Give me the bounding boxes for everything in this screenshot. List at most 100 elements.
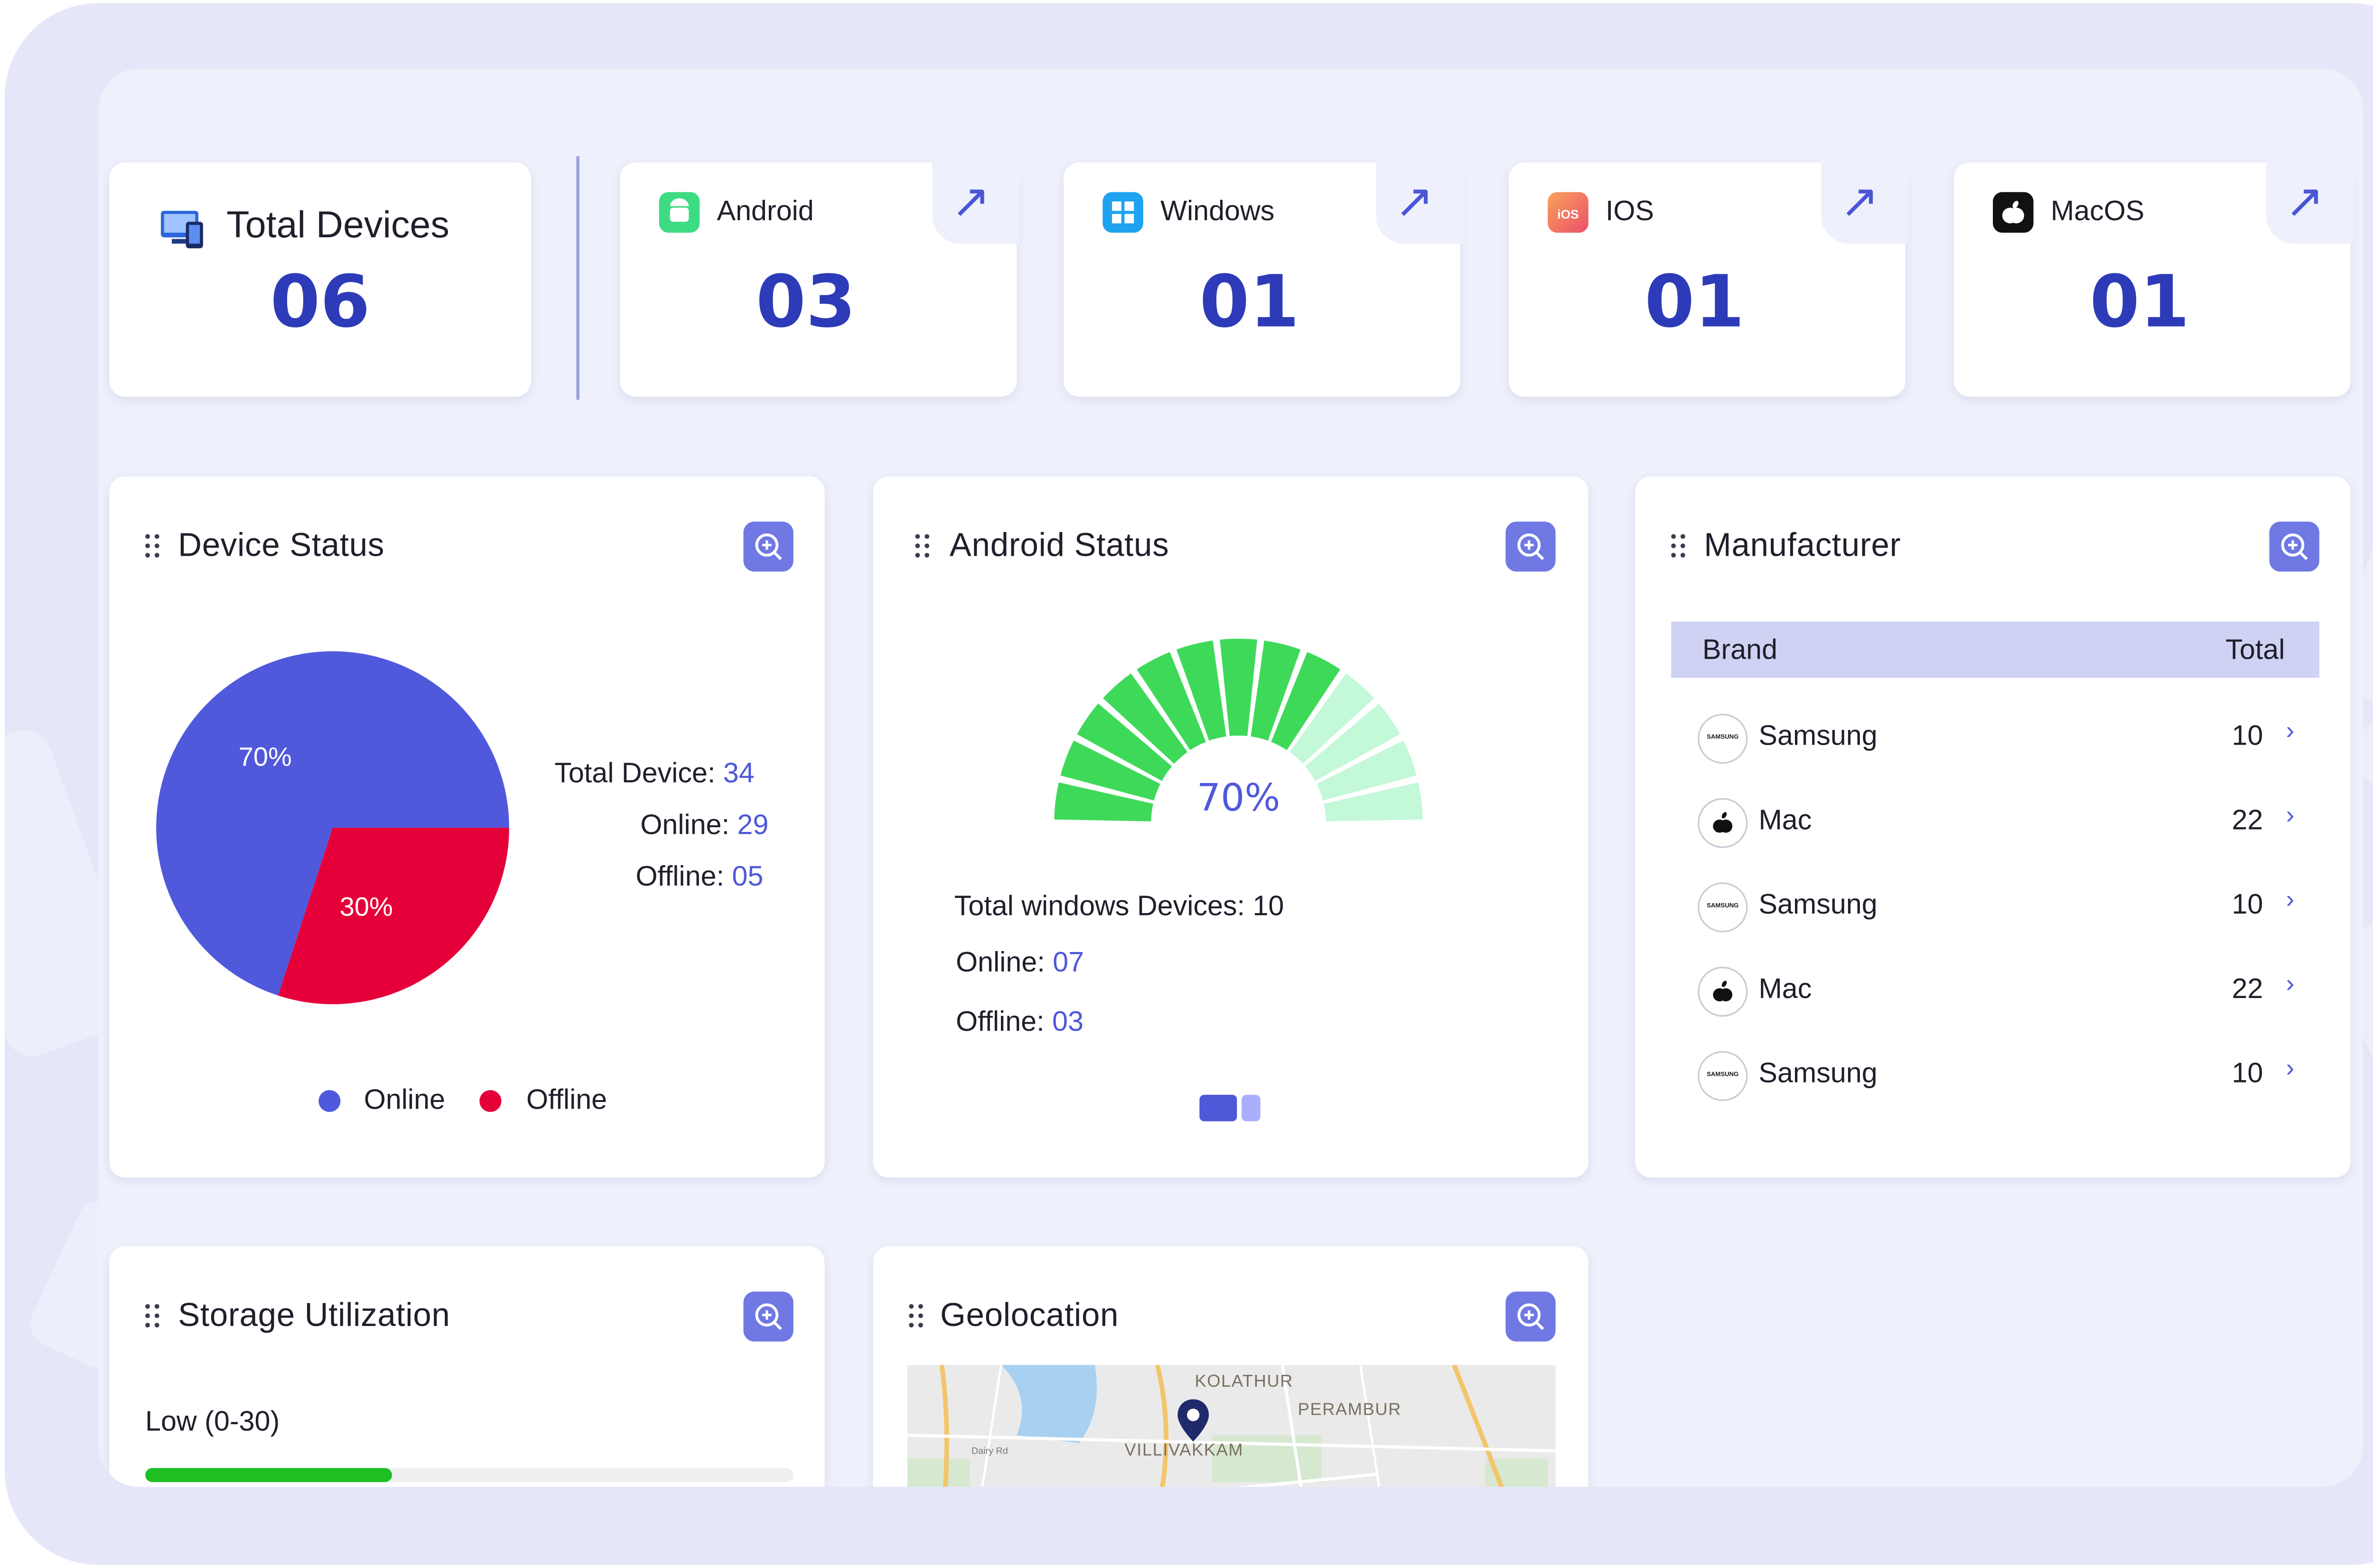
location-pin-icon[interactable] bbox=[1176, 1398, 1210, 1445]
chevron-right-icon[interactable]: › bbox=[2286, 1055, 2295, 1083]
geolocation-title: Geolocation bbox=[940, 1297, 1119, 1334]
gauge-segment-filled bbox=[1220, 638, 1257, 736]
ios-icon: iOS bbox=[1548, 192, 1588, 233]
table-row[interactable]: SAMSUNG Samsung 10 › bbox=[1671, 879, 2319, 935]
android-status-title: Android Status bbox=[949, 528, 1169, 564]
background-shape bbox=[33, 974, 95, 1037]
table-row[interactable]: Mac 22 › bbox=[1671, 963, 2319, 1019]
card-notch bbox=[1376, 159, 1464, 244]
drag-handle-icon[interactable] bbox=[909, 1304, 927, 1329]
column-total: Total bbox=[2225, 634, 2285, 665]
android-status-card: Android Status 70% Total windows Devices… bbox=[873, 476, 1588, 1178]
macos-label: MacOS bbox=[2050, 195, 2145, 227]
gauge-segment-filled bbox=[1176, 640, 1226, 741]
gauge-segment-filled bbox=[1251, 640, 1301, 741]
table-row[interactable]: SAMSUNG Samsung 10 › bbox=[1671, 1048, 2319, 1104]
zoom-in-icon[interactable] bbox=[743, 1291, 794, 1342]
brand-total: 22 bbox=[2232, 973, 2263, 1004]
storage-utilization-card: Storage Utilization Low (0-30) bbox=[109, 1246, 825, 1487]
online-text: Online: 29 bbox=[640, 809, 769, 840]
storage-progress-fill bbox=[145, 1468, 392, 1482]
gauge-segment-filled bbox=[1271, 652, 1340, 750]
zoom-in-icon[interactable] bbox=[2269, 522, 2319, 572]
devices-icon bbox=[160, 211, 203, 249]
map-view[interactable]: KOLATHUR PERAMBUR VILLIVAKKAM Dairy Rd bbox=[907, 1365, 1556, 1487]
map-road-label: Dairy Rd bbox=[971, 1447, 1008, 1457]
chevron-right-icon[interactable]: › bbox=[2286, 887, 2295, 914]
drag-handle-icon[interactable] bbox=[915, 534, 934, 559]
android-icon bbox=[659, 192, 700, 233]
carousel-dot[interactable] bbox=[1242, 1094, 1261, 1121]
total-windows-devices-text: Total windows Devices: 10 bbox=[954, 890, 1284, 922]
zoom-in-icon[interactable] bbox=[1505, 522, 1556, 572]
drag-handle-icon[interactable] bbox=[1671, 534, 1690, 559]
legend-offline-label: Offline bbox=[526, 1083, 607, 1115]
card-notch bbox=[1821, 159, 1909, 244]
brand-total: 10 bbox=[2232, 720, 2263, 751]
legend-offline-dot bbox=[479, 1090, 502, 1112]
android-label: Android bbox=[717, 195, 814, 227]
map-label: KOLATHUR bbox=[1195, 1372, 1294, 1392]
storage-progress-track bbox=[145, 1468, 794, 1482]
chevron-right-icon[interactable]: › bbox=[2286, 718, 2295, 745]
table-row[interactable]: SAMSUNG Samsung 10 › bbox=[1671, 710, 2319, 766]
chevron-right-icon[interactable]: › bbox=[2286, 803, 2295, 830]
arrow-up-right-icon[interactable]: ↗ bbox=[1394, 175, 1434, 230]
ios-card[interactable]: ↗ iOS IOS 01 bbox=[1508, 159, 1909, 397]
gauge-segment-empty bbox=[1305, 703, 1400, 781]
column-brand: Brand bbox=[1702, 634, 1778, 665]
device-status-title: Device Status bbox=[178, 528, 385, 564]
arrow-up-right-icon[interactable]: ↗ bbox=[2285, 175, 2325, 230]
windows-card[interactable]: ↗ Windows 01 bbox=[1064, 159, 1464, 397]
manufacturer-title: Manufacturer bbox=[1704, 528, 1901, 564]
drag-handle-icon[interactable] bbox=[145, 1304, 164, 1329]
arrow-up-right-icon[interactable]: ↗ bbox=[1840, 175, 1879, 230]
manufacturer-card: Manufacturer Brand Total SAMSUNG Samsung… bbox=[1635, 476, 2351, 1178]
geolocation-card: Geolocation bbox=[873, 1246, 1588, 1487]
windows-label: Windows bbox=[1160, 195, 1275, 227]
legend-online-label: Online bbox=[364, 1083, 445, 1115]
windows-count: 01 bbox=[1199, 259, 1299, 344]
divider bbox=[576, 156, 579, 400]
brand-name: Samsung bbox=[1758, 1057, 1878, 1089]
apple-icon bbox=[1993, 192, 2034, 233]
card-notch bbox=[932, 159, 1020, 244]
brand-name: Mac bbox=[1758, 973, 1812, 1004]
samsung-logo: SAMSUNG bbox=[1698, 713, 1748, 764]
pie-slice-online[interactable] bbox=[156, 651, 509, 996]
android-offline-text: Offline: 03 bbox=[955, 1006, 1084, 1037]
samsung-logo: SAMSUNG bbox=[1698, 882, 1748, 933]
zoom-in-icon[interactable] bbox=[743, 522, 794, 572]
zoom-in-icon[interactable] bbox=[1505, 1291, 1556, 1342]
table-row[interactable]: Mac 22 › bbox=[1671, 795, 2319, 851]
gauge-segment-filled bbox=[1102, 673, 1188, 764]
device-status-pie-chart: 70% 30% bbox=[156, 651, 509, 1004]
brand-name: Samsung bbox=[1758, 888, 1878, 920]
storage-level-label: Low (0-30) bbox=[145, 1405, 280, 1437]
samsung-logo: SAMSUNG bbox=[1698, 1051, 1748, 1101]
apple-logo bbox=[1698, 798, 1748, 848]
carousel-dot-active[interactable] bbox=[1199, 1094, 1237, 1121]
total-devices-card[interactable]: Total Devices 06 bbox=[109, 162, 531, 397]
offline-text: Offline: 05 bbox=[635, 860, 764, 892]
brand-total: 10 bbox=[2232, 1057, 2263, 1089]
card-notch bbox=[2266, 159, 2354, 244]
gauge-segment-filled bbox=[1054, 782, 1153, 821]
ios-count: 01 bbox=[1644, 259, 1745, 344]
drag-handle-icon[interactable] bbox=[145, 534, 164, 559]
ios-label: IOS bbox=[1605, 195, 1654, 227]
pie-slice-offline[interactable] bbox=[278, 828, 509, 1004]
macos-card[interactable]: ↗ MacOS 01 bbox=[1953, 159, 2354, 397]
arrow-up-right-icon[interactable]: ↗ bbox=[951, 175, 990, 230]
gauge-segment-empty bbox=[1317, 740, 1417, 801]
android-card[interactable]: ↗ Android 03 bbox=[620, 159, 1020, 397]
brand-total: 22 bbox=[2232, 804, 2263, 836]
gauge-segment-empty bbox=[1289, 673, 1374, 764]
brand-name: Samsung bbox=[1758, 720, 1878, 751]
gauge-segment-filled bbox=[1077, 703, 1172, 781]
gauge-value-label: 70% bbox=[1196, 776, 1280, 820]
android-count: 03 bbox=[756, 259, 856, 344]
device-status-card: Device Status 70% 30% Total Device: 34 On… bbox=[109, 476, 825, 1178]
chevron-right-icon[interactable]: › bbox=[2286, 971, 2295, 998]
map-label: VILLIVAKKAM bbox=[1124, 1441, 1244, 1460]
